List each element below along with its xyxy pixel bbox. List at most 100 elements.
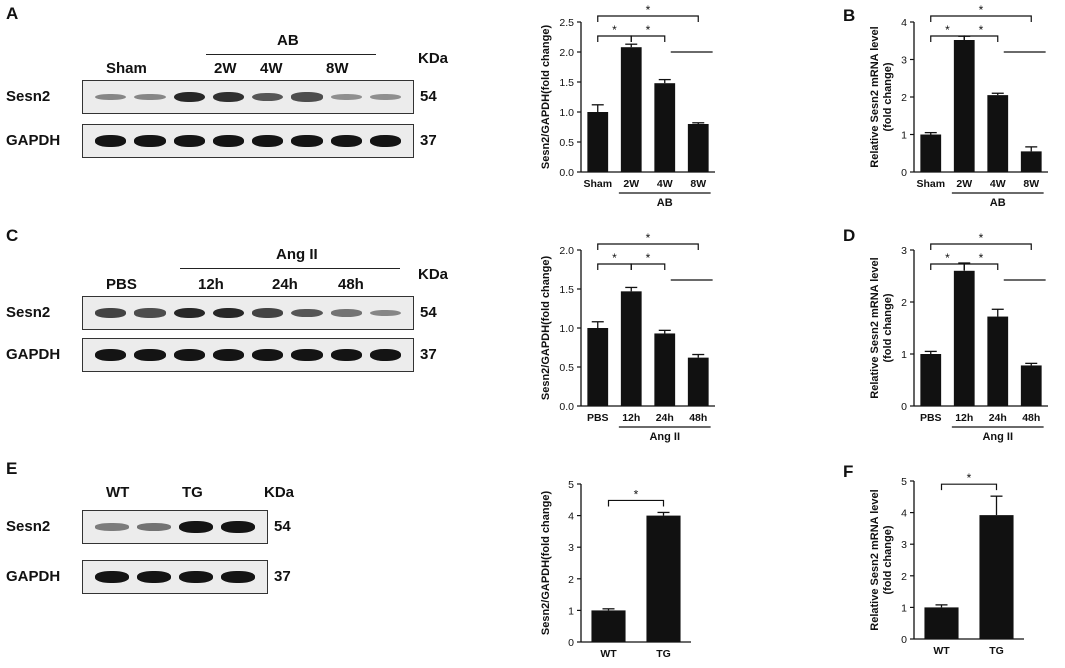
group-label: AB: [657, 197, 673, 209]
significance-bracket: [597, 243, 699, 250]
y-tick-label: 0: [901, 634, 907, 646]
y-tick-label: 3: [901, 245, 907, 257]
y-tick-label: 0: [568, 637, 574, 649]
significance-bracket: [630, 35, 666, 42]
panel-letter-d: D: [843, 226, 856, 245]
significance-bracket: [940, 483, 998, 491]
x-tick-label: TG: [989, 645, 1004, 657]
molecular-weight-label: 54: [420, 304, 437, 321]
significance-bracket: [963, 35, 999, 42]
chart-svg: 0.0 0.5 1.0 1.5 2.0 Sesn2/GAPDH(fold change) P…: [540, 231, 715, 443]
lane-label: PBS: [106, 276, 137, 293]
y-tick-label: 3: [568, 542, 574, 554]
blot-a: AB Sham 2W 4W 8W KDa Sesn2 54 GAPDH 37: [6, 28, 470, 198]
bar: [646, 515, 681, 642]
chart-svg: 0 1 2 3 4 5 Relative Sesn2 mRNA level(fold cha…: [869, 471, 1024, 657]
treatment-group-line: [180, 268, 400, 269]
bar: [591, 610, 626, 642]
protein-band: [291, 349, 323, 361]
protein-band: [179, 571, 213, 583]
x-tick-label: 4W: [990, 178, 1006, 190]
protein-band: [134, 93, 166, 101]
significance-star: *: [646, 251, 651, 265]
group-label: Ang II: [982, 431, 1013, 443]
blot-c: Ang II PBS 12h 24h 48h KDa Sesn2 54 GAPDH 37: [6, 246, 470, 416]
y-tick-label: 1: [901, 130, 907, 142]
x-tick-label: 8W: [690, 178, 706, 190]
protein-band: [137, 523, 171, 531]
x-tick-label: 12h: [622, 412, 640, 424]
protein-band: [95, 349, 127, 361]
x-tick-label: 2W: [956, 178, 972, 190]
significance-star: *: [979, 251, 984, 265]
group-label: Ang II: [649, 431, 680, 443]
chart-svg: 0 1 2 3 4 5 Sesn2/GAPDH(fold change) WT TG *: [540, 479, 691, 660]
protein-band: [252, 349, 284, 361]
panel-letter-e: E: [6, 459, 18, 478]
bar: [987, 316, 1009, 406]
blot-membrane: [82, 510, 268, 544]
blot-membrane: [82, 560, 268, 594]
significance-bracket: [930, 243, 1032, 250]
y-axis-label: Sesn2/GAPDH(fold change): [540, 25, 552, 170]
y-tick-label: 2.0: [559, 47, 574, 59]
y-axis-label: Relative Sesn2 mRNA level(fold change): [869, 257, 894, 398]
bar-chart-c: 0.0 0.5 1.0 1.5 2.0 Sesn2/GAPDH(fold change) P…: [535, 231, 725, 455]
protein-band: [173, 349, 205, 361]
protein-band: [221, 521, 255, 533]
protein-band: [95, 571, 129, 583]
protein-band: [179, 521, 213, 533]
significance-star: *: [646, 231, 651, 245]
panel-letter-b: B: [843, 6, 856, 25]
protein-band: [212, 349, 244, 361]
lane-label: TG: [182, 484, 203, 501]
x-tick-label: Sham: [583, 178, 612, 190]
significance-star: *: [967, 471, 972, 485]
protein-band: [291, 308, 323, 318]
y-tick-label: 1.0: [559, 323, 574, 335]
chart-svg: 0.0 0.5 1.0 1.5 2.0 2.5 Sesn2/GAPDH(fold chang…: [540, 3, 715, 209]
y-tick-label: 3: [901, 539, 907, 551]
significance-star: *: [979, 23, 984, 37]
molecular-weight-label: 37: [420, 346, 437, 363]
protein-label: Sesn2: [6, 518, 51, 535]
protein-label: GAPDH: [6, 568, 61, 585]
protein-label: Sesn2: [6, 304, 51, 321]
significance-star: *: [979, 3, 984, 17]
bar: [620, 291, 642, 406]
y-tick-label: 0: [901, 401, 907, 413]
significance-star: *: [646, 3, 651, 17]
y-tick-label: 4: [901, 508, 907, 520]
lane-label: 48h: [338, 276, 364, 293]
molecular-weight-label: 37: [420, 132, 437, 149]
bar: [953, 40, 975, 172]
protein-band: [137, 571, 171, 583]
bar: [987, 95, 1009, 172]
kda-label: KDa: [418, 266, 449, 283]
lane-label: 2W: [214, 60, 237, 77]
x-tick-label: 48h: [1022, 412, 1040, 424]
protein-band: [330, 349, 362, 361]
chart-svg: 0 1 2 3 4 Relative Sesn2 mRNA level(fold chan…: [869, 3, 1048, 209]
molecular-weight-label: 37: [274, 568, 291, 585]
lane-label: 12h: [198, 276, 224, 293]
y-tick-label: 1.5: [559, 284, 574, 296]
protein-band: [252, 92, 284, 102]
x-tick-label: 12h: [955, 412, 973, 424]
protein-band: [330, 135, 362, 147]
y-tick-label: 0.0: [559, 401, 574, 413]
protein-band: [252, 135, 284, 147]
protein-band: [173, 135, 205, 147]
protein-band: [291, 92, 323, 102]
protein-band: [291, 135, 323, 147]
significance-star: *: [979, 231, 984, 245]
protein-band: [134, 308, 166, 318]
y-tick-label: 2: [901, 92, 907, 104]
y-axis-label: Sesn2/GAPDH(fold change): [540, 491, 552, 636]
significance-star: *: [945, 251, 950, 265]
y-axis-label: Relative Sesn2 mRNA level(fold change): [869, 26, 894, 167]
protein-band: [95, 523, 129, 531]
y-tick-label: 1.0: [559, 107, 574, 119]
x-tick-label: PBS: [587, 412, 609, 424]
y-axis-label: Relative Sesn2 mRNA level(fold change): [869, 489, 894, 630]
